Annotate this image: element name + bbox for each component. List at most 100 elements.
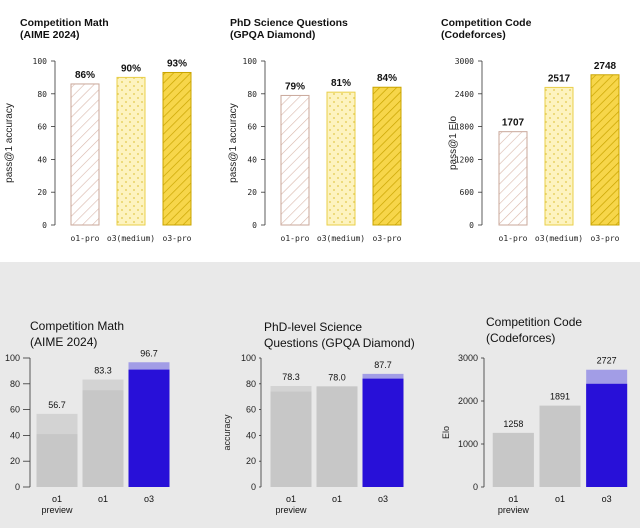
y-tick-label: 1200 — [455, 155, 474, 164]
top-charts: Competition Math(AIME 2024) pass@1 accura… — [4, 17, 620, 243]
x-tick-label: o1-pro — [499, 234, 528, 243]
bottom-chart-3: Competition Code (Codeforces) Elo 3000 2000 1… — [441, 315, 627, 515]
bar-value-label: 96.7 — [140, 348, 158, 358]
bar-value-label: 78.3 — [282, 372, 300, 382]
y-tick-label: 1800 — [455, 123, 474, 132]
chart-title: PhD-level Science — [264, 320, 362, 334]
bar-inner — [271, 392, 312, 487]
x-tick-label: o3-pro — [163, 234, 192, 243]
bar-inner — [540, 406, 581, 487]
y-tick-label: 40 — [10, 430, 20, 440]
chart-title: Competition Code — [486, 315, 582, 329]
y-tick-label: 40 — [246, 430, 256, 440]
y-axis-label: pass@1 accuracy — [228, 103, 239, 183]
y-tick-label: 0 — [15, 482, 20, 492]
bar-value-label: 1258 — [503, 419, 523, 429]
y-tick-label: 0 — [469, 221, 474, 230]
y-tick-label: 3000 — [455, 57, 474, 66]
y-tick-label: 20 — [247, 188, 257, 197]
y-tick-label: 20 — [37, 188, 47, 197]
bottom-chart-1: Competition Math(AIME 2024)1008060402005… — [5, 319, 170, 515]
y-tick-label: 80 — [10, 379, 20, 389]
chart-title: (Codeforces) — [486, 331, 555, 345]
bar-o3-pro — [163, 72, 191, 225]
x-tick-label: o1 — [555, 494, 565, 504]
chart-title: Questions (GPQA Diamond) — [264, 336, 415, 350]
chart-title: (Codeforces) — [441, 29, 506, 41]
bar-value-label: 81% — [331, 78, 351, 89]
x-tick-label: o3-pro — [591, 234, 620, 243]
x-tick-label: preview — [498, 505, 530, 515]
bottom-charts: Competition Math (AIME 2024) 100 80 60 40 20 0 5… — [5, 315, 627, 515]
charts-canvas: Competition Math(AIME 2024)pass@1 accura… — [0, 0, 640, 528]
bar-inner — [317, 386, 358, 487]
bar-o3(medium) — [327, 92, 355, 225]
y-tick-label: 2000 — [458, 396, 478, 406]
y-axis-label: pass@1 accuracy — [4, 103, 15, 183]
chart-title: (AIME 2024) — [20, 29, 80, 41]
bar-value-label: 90% — [121, 63, 141, 74]
bar-value-label: 78.0 — [328, 372, 346, 382]
bar-inner — [129, 370, 170, 487]
chart-title: PhD Science Questions — [230, 17, 348, 29]
x-tick-label: o3-pro — [373, 234, 402, 243]
bar-value-label: 86% — [75, 70, 95, 81]
bar-value-label: 2517 — [548, 73, 571, 84]
bar-inner — [363, 379, 404, 487]
bar-value-label: 93% — [167, 58, 187, 69]
x-tick-label: preview — [41, 505, 73, 515]
x-tick-label: o1 — [508, 494, 518, 504]
y-tick-label: 600 — [460, 188, 475, 197]
bar-inner — [37, 434, 78, 487]
bar-inner — [83, 390, 124, 487]
bar-o3-pro — [591, 75, 619, 225]
y-tick-label: 20 — [10, 456, 20, 466]
x-tick-label: o3 — [378, 494, 388, 504]
top-chart-2: PhD Science Questions(GPQA Diamond)pass@… — [228, 17, 402, 243]
chart-title: Competition Math — [20, 17, 109, 29]
x-tick-label: o3 — [602, 494, 612, 504]
y-tick-label: 0 — [473, 482, 478, 492]
y-tick-label: 100 — [241, 353, 256, 363]
x-tick-label: preview — [275, 505, 307, 515]
top-chart-1: Competition Math(AIME 2024) pass@1 accura… — [4, 17, 192, 243]
bar-value-label: 2748 — [594, 61, 617, 72]
x-tick-label: o3 — [144, 494, 154, 504]
y-tick-label: 20 — [246, 456, 256, 466]
bar-inner — [493, 433, 534, 487]
y-axis-label: accuracy — [222, 414, 232, 451]
bar-value-label: 1707 — [502, 118, 525, 129]
y-tick-label: 40 — [247, 155, 257, 164]
y-tick-label: 40 — [37, 155, 47, 164]
y-tick-label: 1000 — [458, 439, 478, 449]
x-tick-label: o1-pro — [281, 234, 310, 243]
y-tick-label: 100 — [33, 57, 48, 66]
y-tick-label: 3000 — [458, 353, 478, 363]
bar-value-label: 87.7 — [374, 360, 392, 370]
x-tick-label: o3(medium) — [535, 234, 583, 243]
bar-value-label: 2727 — [597, 356, 617, 366]
bar-value-label: 1891 — [550, 392, 570, 402]
chart-title: (AIME 2024) — [30, 335, 97, 349]
y-tick-label: 100 — [5, 353, 20, 363]
bar-o1-pro — [71, 84, 99, 225]
y-tick-label: 60 — [246, 405, 256, 415]
x-tick-label: o1-pro — [71, 234, 100, 243]
y-tick-label: 60 — [37, 123, 47, 132]
y-tick-label: 100 — [243, 57, 258, 66]
x-tick-label: o1 — [286, 494, 296, 504]
x-tick-label: o3(medium) — [317, 234, 365, 243]
bar-value-label: 79% — [285, 81, 305, 92]
y-tick-label: 0 — [251, 482, 256, 492]
bar-o3(medium) — [117, 77, 145, 225]
chart-title: Competition Code — [441, 17, 532, 29]
y-tick-label: 0 — [252, 221, 257, 230]
chart-title: Competition Math — [30, 319, 124, 333]
top-chart-3: Competition Code(Codeforces) pass@1 Elo 30… — [441, 17, 620, 243]
bar-inner — [586, 384, 627, 487]
x-tick-label: o1 — [52, 494, 62, 504]
bar-o1-pro — [281, 95, 309, 225]
y-tick-label: 0 — [42, 221, 47, 230]
bar-o3(medium) — [545, 87, 573, 225]
bar-value-label: 56.7 — [48, 400, 66, 410]
